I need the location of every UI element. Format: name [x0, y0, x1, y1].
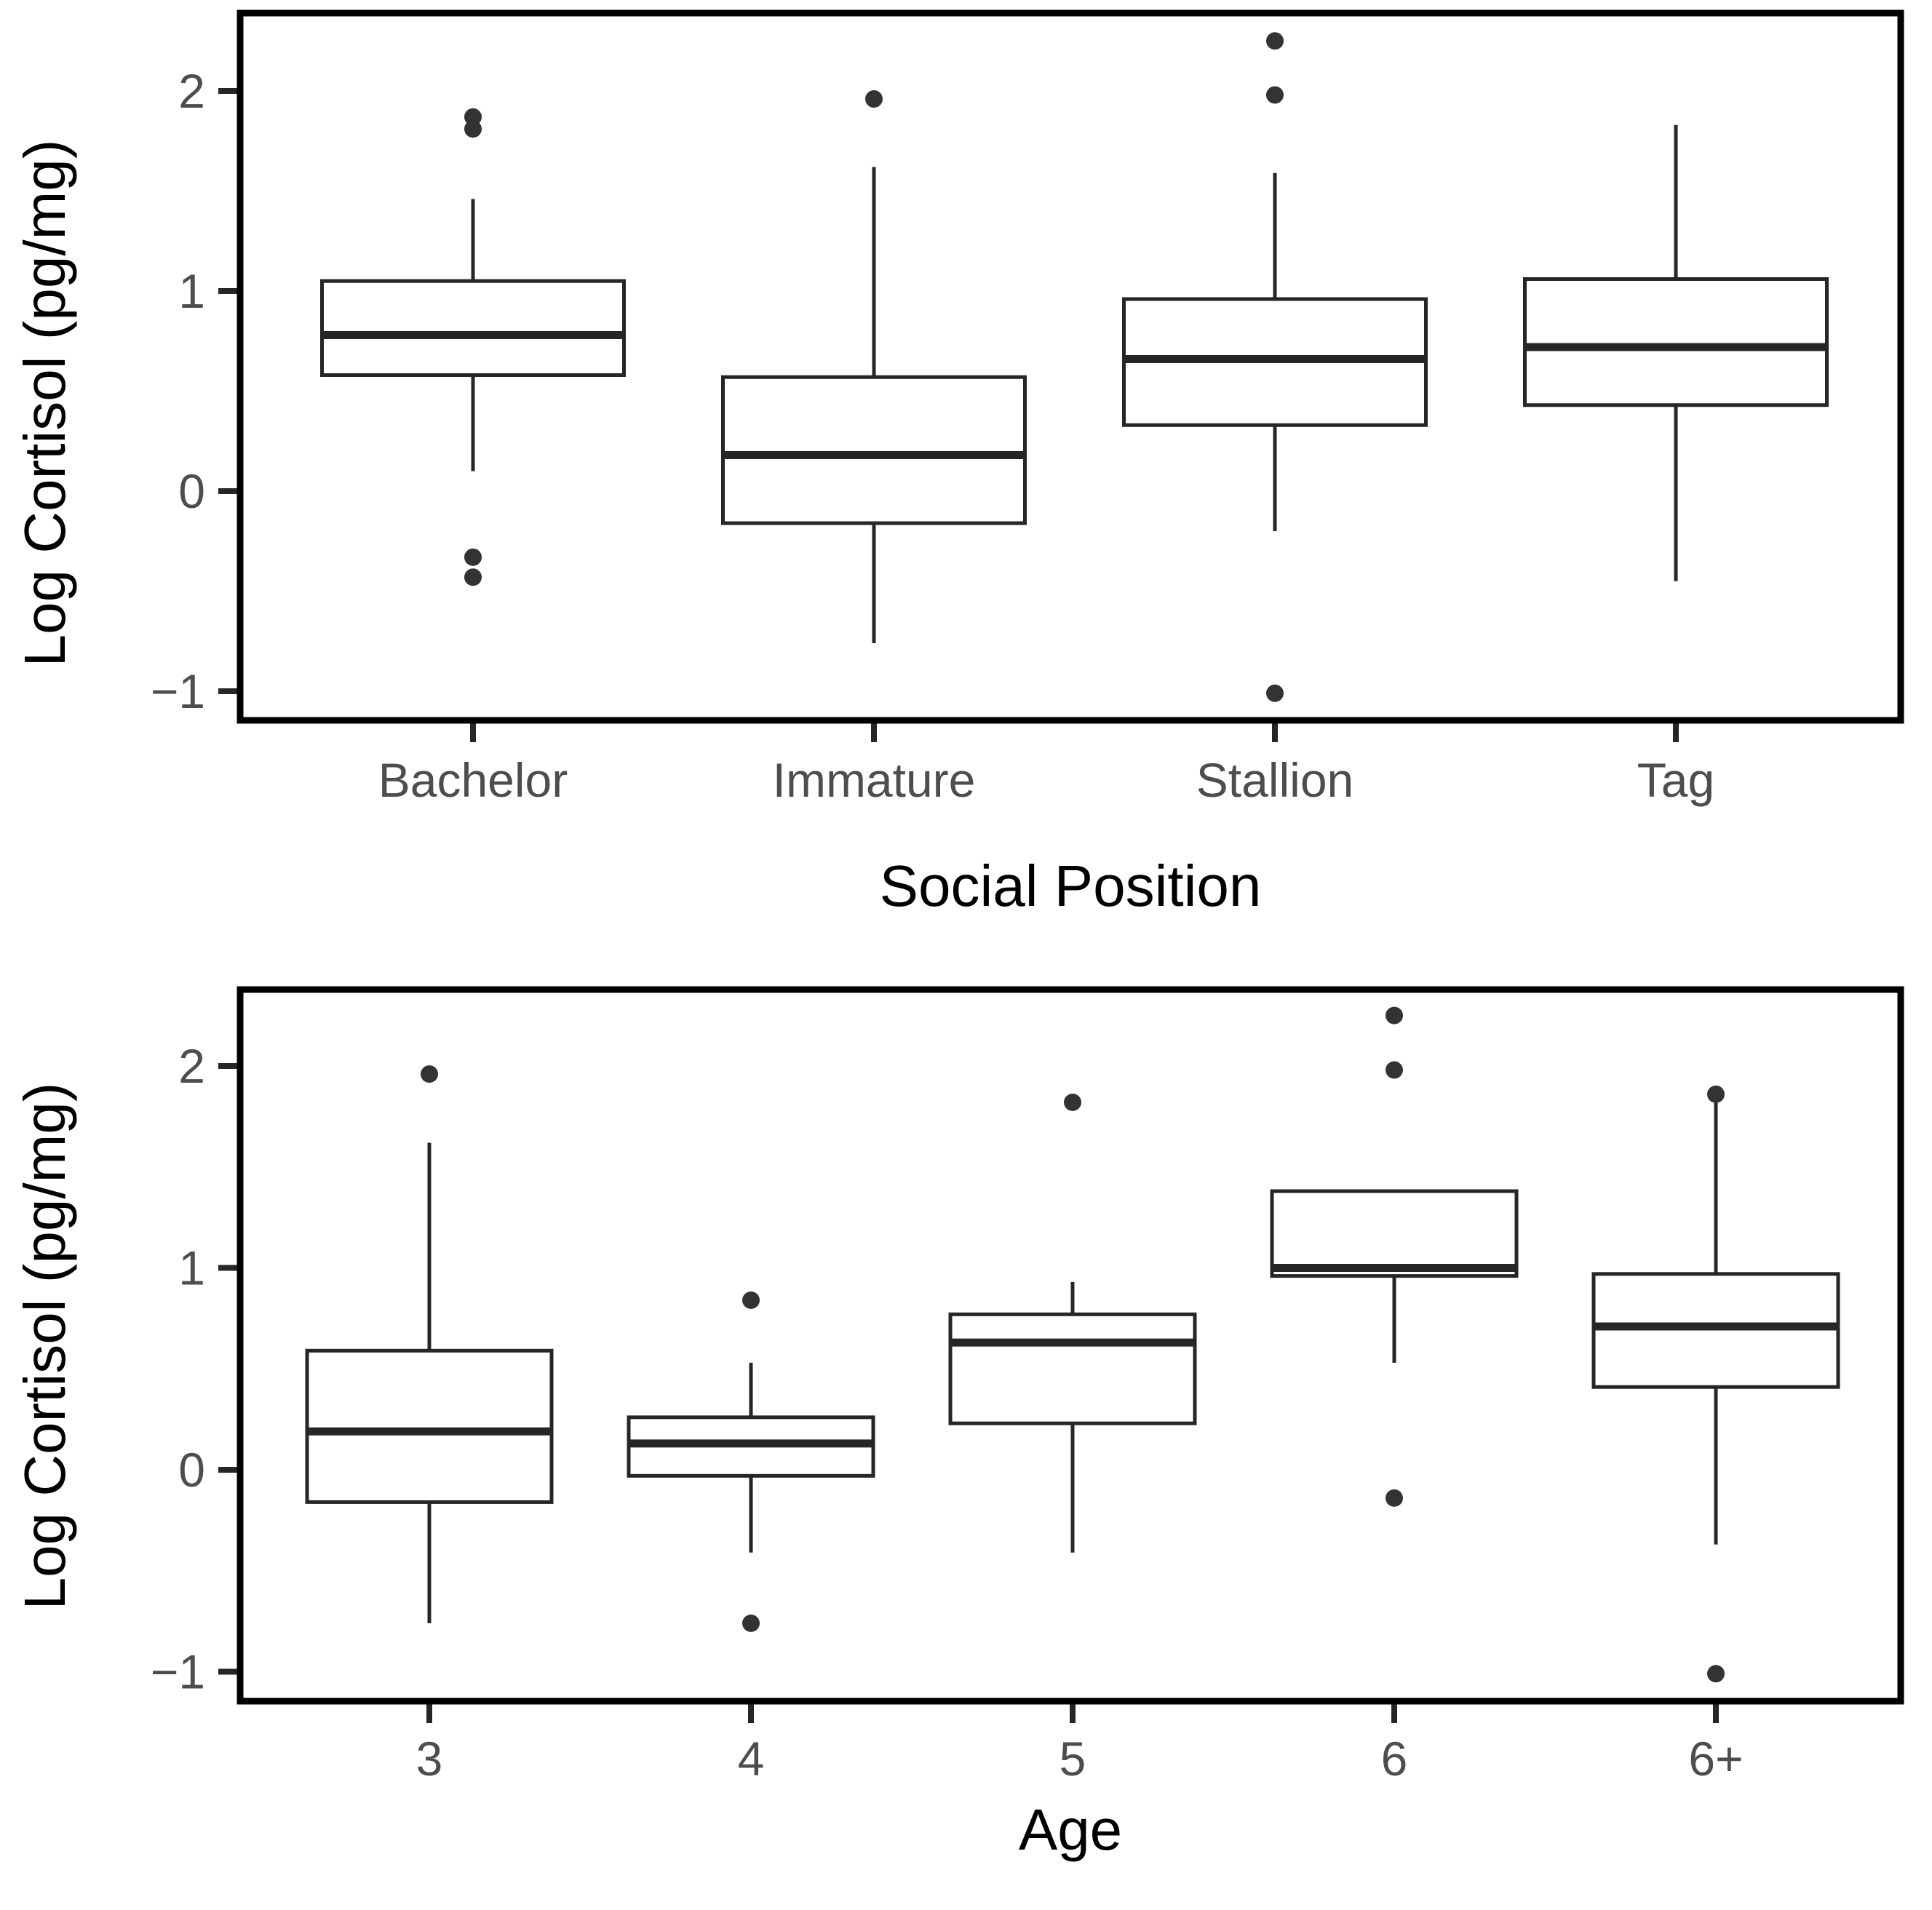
y-tick-label: −1 [151, 664, 205, 718]
x-axis-title-age: Age [1018, 1797, 1123, 1862]
outlier-dot [1266, 32, 1284, 50]
box-rect [305, 1348, 554, 1504]
x-category-label: Bachelor [378, 753, 568, 807]
y-axis-title-bottom: Log Cortisol (pg/mg) [12, 1082, 77, 1610]
x-axis-title-social-position: Social Position [879, 853, 1262, 918]
y-tick-label: 0 [178, 1443, 205, 1497]
box-rect [1270, 1189, 1519, 1278]
x-category-label: Stallion [1196, 753, 1353, 807]
outlier-dot [865, 90, 883, 108]
outlier-dot [421, 1065, 438, 1083]
box-rect [721, 375, 1027, 525]
outlier-dot [1266, 684, 1284, 702]
panel-border [236, 986, 1904, 1705]
outlier-dot [464, 548, 482, 566]
y-tick-label: 2 [178, 64, 205, 118]
x-category-label: 4 [738, 1732, 765, 1786]
y-tick-label: 1 [178, 264, 205, 318]
y-tick-label: −1 [151, 1645, 205, 1699]
outlier-dot [1707, 1665, 1725, 1683]
outlier-dot [1386, 1061, 1403, 1079]
outlier-dot [1386, 1489, 1403, 1507]
x-category-label: Tag [1637, 753, 1714, 807]
outlier-dot [742, 1291, 760, 1309]
y-tick-label: 1 [178, 1241, 205, 1295]
box-rect [320, 279, 626, 377]
panel-border [236, 9, 1904, 724]
outlier-dot [464, 108, 482, 126]
x-category-label: 6+ [1688, 1732, 1743, 1786]
outlier-dot [1266, 86, 1284, 104]
box-rect [1591, 1272, 1840, 1389]
outlier-dot [464, 120, 482, 138]
outlier-dot [1707, 1085, 1725, 1103]
y-tick-label: 2 [178, 1039, 205, 1093]
x-category-label: 3 [416, 1732, 443, 1786]
outlier-dot [464, 568, 482, 586]
outlier-dot [1064, 1093, 1081, 1111]
box-rect [948, 1312, 1197, 1425]
x-category-label: 6 [1381, 1732, 1408, 1786]
x-category-label: Immature [773, 753, 976, 807]
x-category-label: 5 [1060, 1732, 1086, 1786]
y-axis-title-top: Log Cortisol (pg/mg) [12, 139, 77, 667]
outlier-dot [742, 1614, 760, 1632]
box-rect [1523, 277, 1829, 407]
outlier-dot [1386, 1006, 1403, 1024]
y-tick-label: 0 [178, 464, 205, 518]
